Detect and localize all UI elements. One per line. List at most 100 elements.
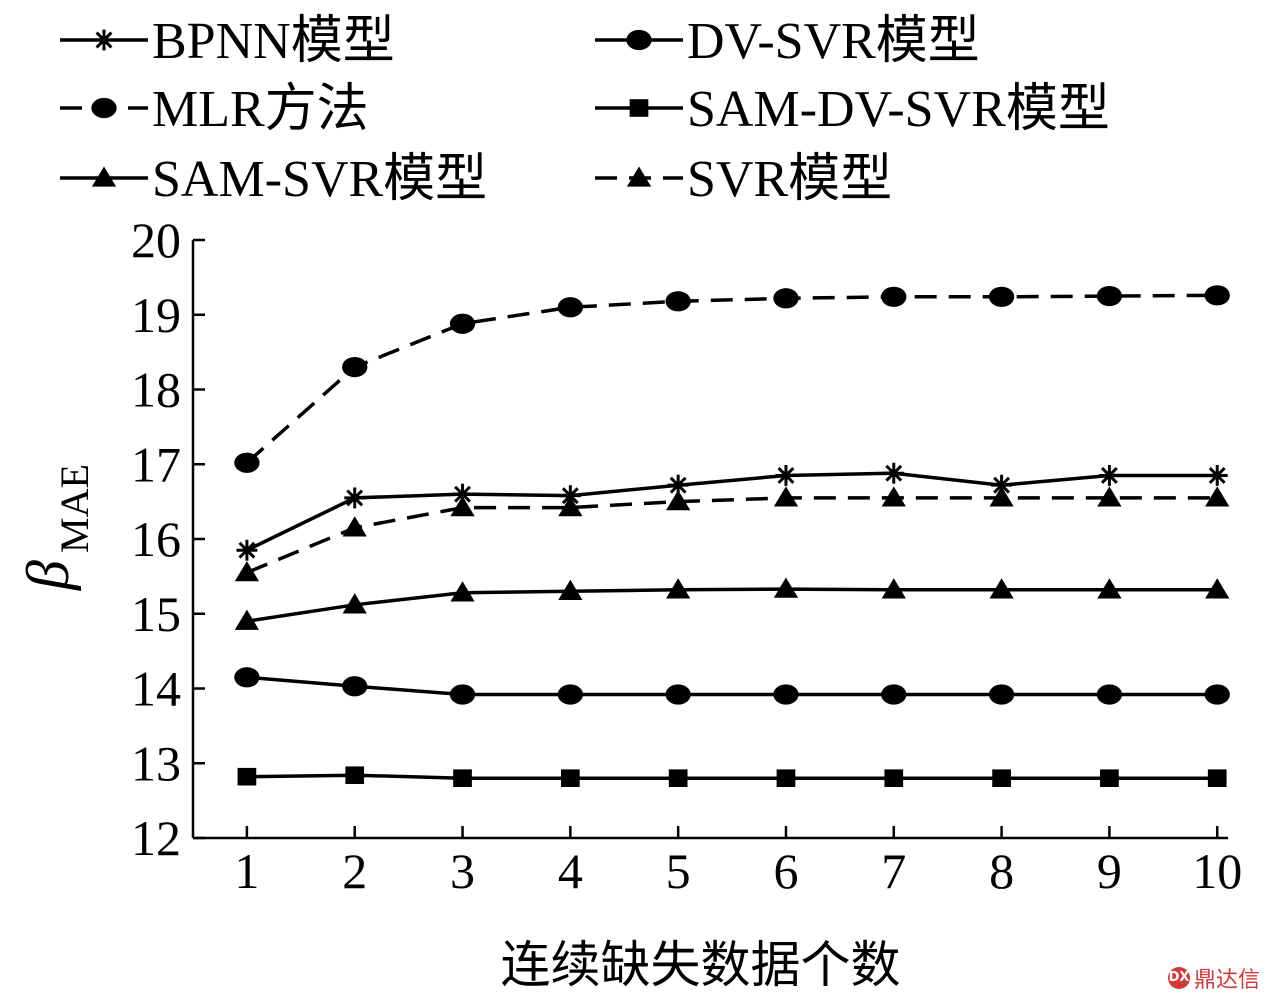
- data-point: [776, 769, 796, 787]
- x-tick-label: 3: [450, 843, 475, 899]
- legend-marker: [91, 97, 117, 119]
- data-point: [1205, 578, 1230, 599]
- y-tick-label: 20: [131, 212, 181, 268]
- data-point: [989, 486, 1014, 507]
- data-point: [881, 684, 907, 705]
- legend-label: SAM-SVR模型: [152, 151, 487, 208]
- series-3: [234, 285, 1230, 473]
- series-6: [234, 486, 1230, 582]
- legend-marker: [93, 29, 115, 51]
- series-line: [246, 675, 1218, 697]
- data-point: [1205, 486, 1230, 507]
- data-point: [773, 684, 799, 705]
- series-line: [246, 587, 1218, 623]
- data-point: [665, 291, 691, 312]
- series-4: [237, 766, 1227, 787]
- data-point: [881, 286, 907, 307]
- data-point: [773, 577, 799, 598]
- legend-marker: [91, 166, 117, 187]
- x-tick-label: 4: [558, 843, 583, 899]
- watermark-text: 鼎达信: [1193, 968, 1260, 993]
- data-point: [342, 593, 367, 614]
- data-point: [1206, 465, 1228, 486]
- legend-item: SVR模型: [595, 151, 892, 208]
- data-point: [237, 767, 257, 786]
- data-point: [665, 684, 691, 705]
- legend-item: DV-SVR模型: [595, 13, 980, 70]
- data-point: [560, 769, 580, 787]
- x-tick-label: 5: [666, 843, 691, 899]
- legend-marker: [629, 99, 649, 117]
- y-tick-label: 17: [131, 436, 181, 492]
- data-point: [1204, 285, 1230, 306]
- legend-label: SAM-DV-SVR模型: [687, 81, 1110, 138]
- data-point: [1097, 486, 1122, 507]
- data-point: [342, 676, 368, 697]
- series-line: [246, 471, 1218, 552]
- y-tick-label: 18: [131, 362, 181, 418]
- data-point: [1096, 285, 1123, 307]
- data-point: [344, 487, 366, 509]
- y-tick-label: 12: [131, 810, 181, 866]
- data-point: [234, 667, 260, 688]
- legend-item: SAM-DV-SVR模型: [595, 81, 1110, 138]
- data-point: [773, 288, 799, 309]
- series-5: [234, 577, 1230, 630]
- x-tick-label: 10: [1192, 843, 1242, 899]
- data-point: [558, 579, 583, 600]
- series-line: [245, 293, 1218, 465]
- data-point: [773, 486, 799, 507]
- data-point: [236, 539, 258, 561]
- data-point: [342, 356, 368, 378]
- data-point: [1097, 578, 1122, 599]
- data-point: [989, 578, 1014, 599]
- data-point: [1204, 684, 1230, 705]
- data-point: [557, 684, 583, 705]
- y-axis-title: β MAE: [15, 464, 97, 591]
- x-tick-label: 1: [234, 843, 259, 899]
- y-tick-label: 13: [131, 735, 181, 791]
- legend-item: BPNN模型: [60, 13, 395, 70]
- y-axis-title-main: β: [15, 560, 81, 591]
- data-point: [449, 684, 476, 705]
- watermark-logo-icon: DX: [1167, 967, 1190, 989]
- x-tick-label: 8: [989, 843, 1014, 899]
- data-point: [668, 769, 688, 787]
- data-point: [881, 486, 906, 507]
- data-point: [345, 766, 365, 785]
- data-point: [450, 581, 475, 602]
- plot-area: [234, 285, 1230, 787]
- data-point: [342, 516, 367, 537]
- legend-item: MLR方法: [60, 81, 369, 138]
- x-tick-label: 2: [342, 843, 367, 899]
- data-point: [881, 578, 906, 599]
- data-point: [449, 313, 476, 334]
- x-tick-label: 9: [1097, 843, 1122, 899]
- data-point: [450, 496, 475, 517]
- data-point: [988, 286, 1015, 307]
- series-line: [246, 773, 1218, 780]
- legend-marker: [626, 29, 652, 51]
- legend-label: SVR模型: [687, 151, 892, 208]
- series-1: [236, 462, 1228, 561]
- data-point: [775, 465, 797, 486]
- legend-item: SAM-SVR模型: [60, 151, 487, 208]
- data-point: [234, 609, 260, 630]
- series-2: [234, 667, 1230, 705]
- legend-marker: [626, 166, 652, 187]
- legend-label: MLR方法: [152, 81, 369, 138]
- y-tick-label: 15: [131, 586, 181, 642]
- data-point: [558, 496, 583, 517]
- data-point: [883, 462, 905, 484]
- x-axis-title: 连续缺失数据个数: [501, 937, 901, 993]
- legend-label: BPNN模型: [152, 13, 395, 70]
- y-axis-title-sub: MAE: [52, 464, 97, 553]
- y-tick-label: 16: [131, 511, 181, 567]
- data-point: [1100, 769, 1119, 787]
- x-tick-label: 7: [881, 843, 906, 899]
- data-point: [453, 769, 472, 787]
- data-point: [1096, 684, 1123, 705]
- y-tick-label: 19: [131, 287, 181, 343]
- legend-label: DV-SVR模型: [687, 13, 980, 70]
